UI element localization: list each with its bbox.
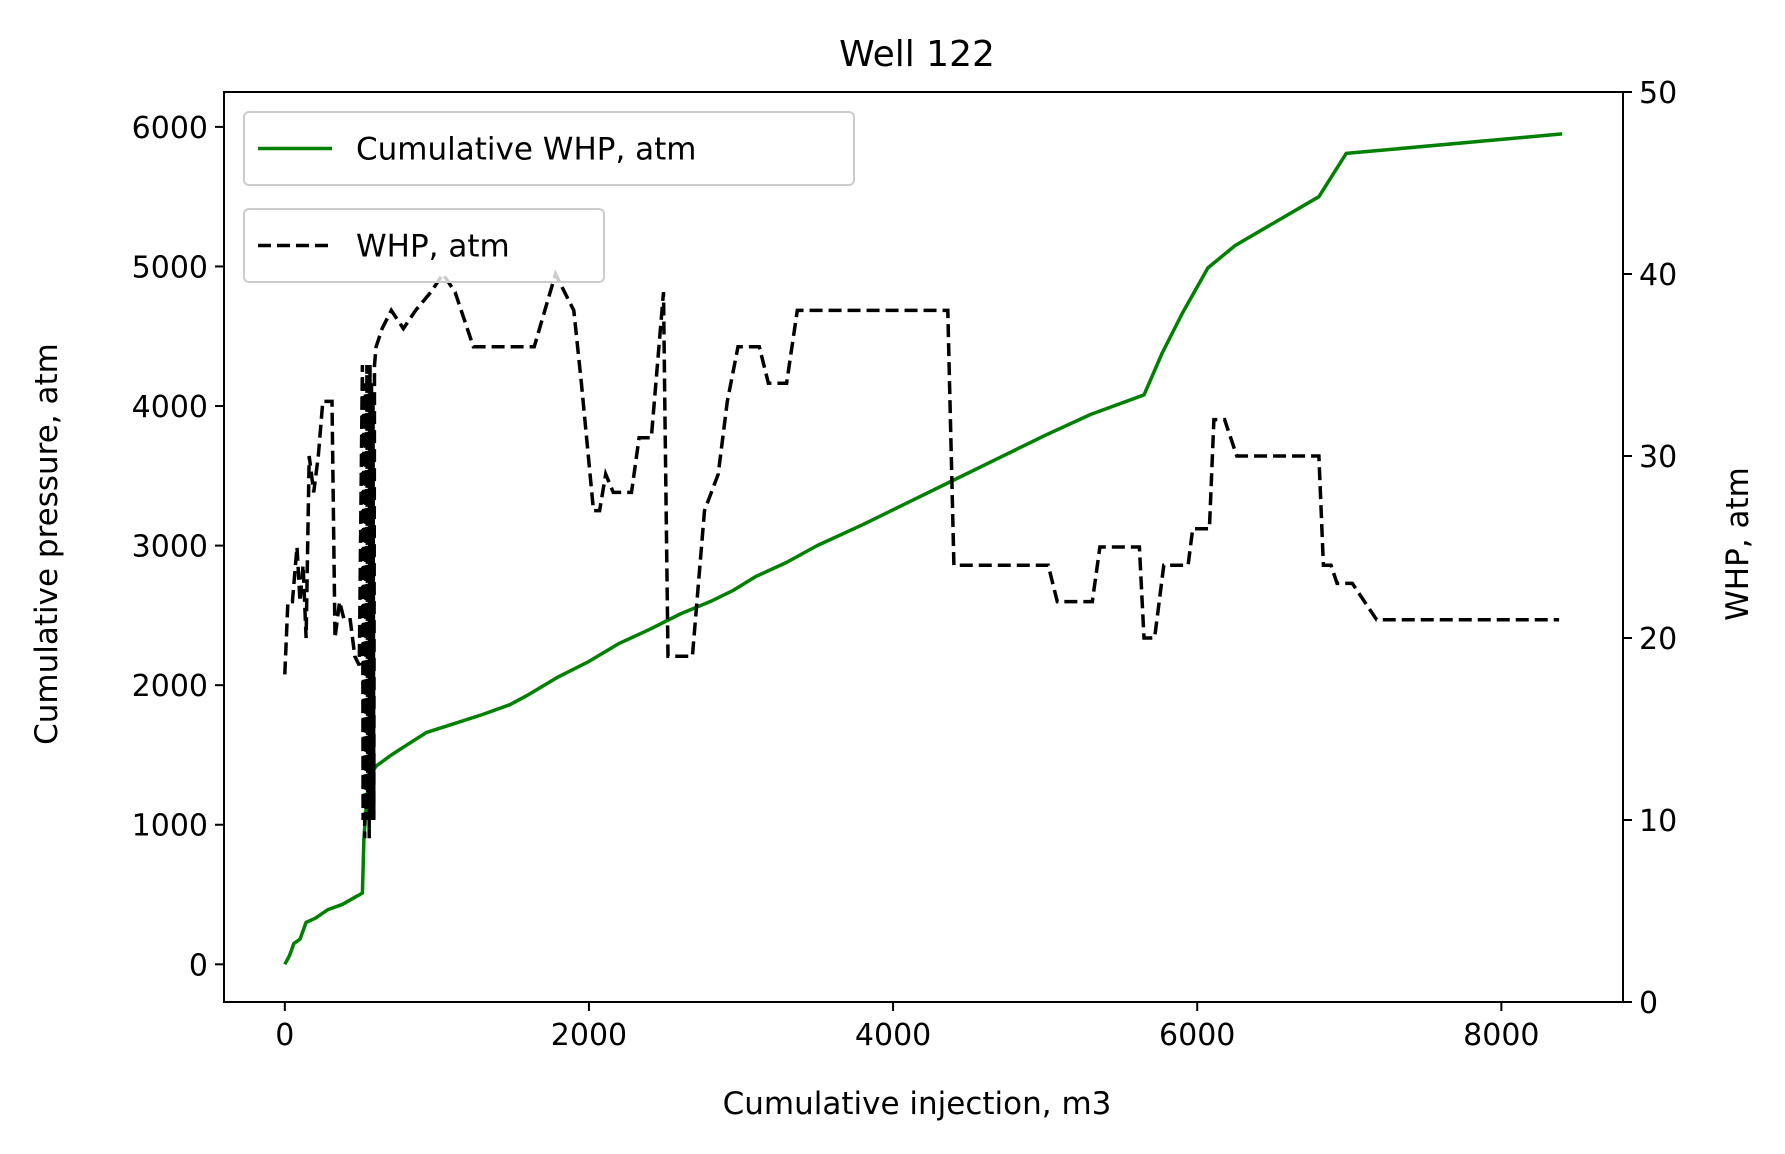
legend-box — [243, 111, 855, 186]
x-tick-label: 0 — [275, 1018, 294, 1053]
legend-label: WHP, atm — [356, 229, 510, 265]
y-left-tick-label: 1000 — [132, 809, 208, 844]
y-right-tick-label: 30 — [1639, 440, 1677, 475]
x-tick-label: 8000 — [1463, 1018, 1539, 1053]
legend-label: Cumulative WHP, atm — [356, 132, 697, 168]
y-right-tick-label: 50 — [1639, 76, 1677, 111]
plot-area: 0 2000 4000 6000 8000 0 1000 2000 3000 4000 5000 60… — [132, 76, 1678, 1053]
chart-title: Well 122 — [839, 34, 995, 75]
y-axis-right-label: WHP, atm — [1720, 467, 1756, 621]
y-left-tick-label: 5000 — [132, 250, 208, 285]
x-tick-label: 2000 — [551, 1018, 627, 1053]
series-line-cumulative-whp — [283, 132, 1563, 966]
x-tick-label: 6000 — [1159, 1018, 1235, 1053]
y-right-tick-label: 0 — [1639, 986, 1658, 1021]
y-right-tick-label: 20 — [1639, 622, 1677, 657]
y-right-tick-label: 10 — [1639, 804, 1677, 839]
x-axis-label: Cumulative injection, m3 — [723, 1086, 1112, 1122]
y-left-tick-label: 0 — [189, 948, 208, 983]
y-axis-left-label: Cumulative pressure, atm — [29, 343, 65, 745]
legend-box — [243, 208, 605, 283]
y-left-tick-label: 3000 — [132, 530, 208, 565]
legend-cumulative-whp: Cumulative WHP, atm — [243, 111, 855, 186]
y-right-tick-label: 40 — [1639, 258, 1677, 293]
axes-frame — [223, 91, 1624, 1003]
legend-whp: WHP, atm — [243, 208, 605, 283]
y-left-tick-label: 2000 — [132, 669, 208, 704]
y-left-tick-label: 4000 — [132, 390, 208, 425]
x-tick-label: 4000 — [855, 1018, 931, 1053]
y-left-tick-label: 6000 — [132, 111, 208, 146]
